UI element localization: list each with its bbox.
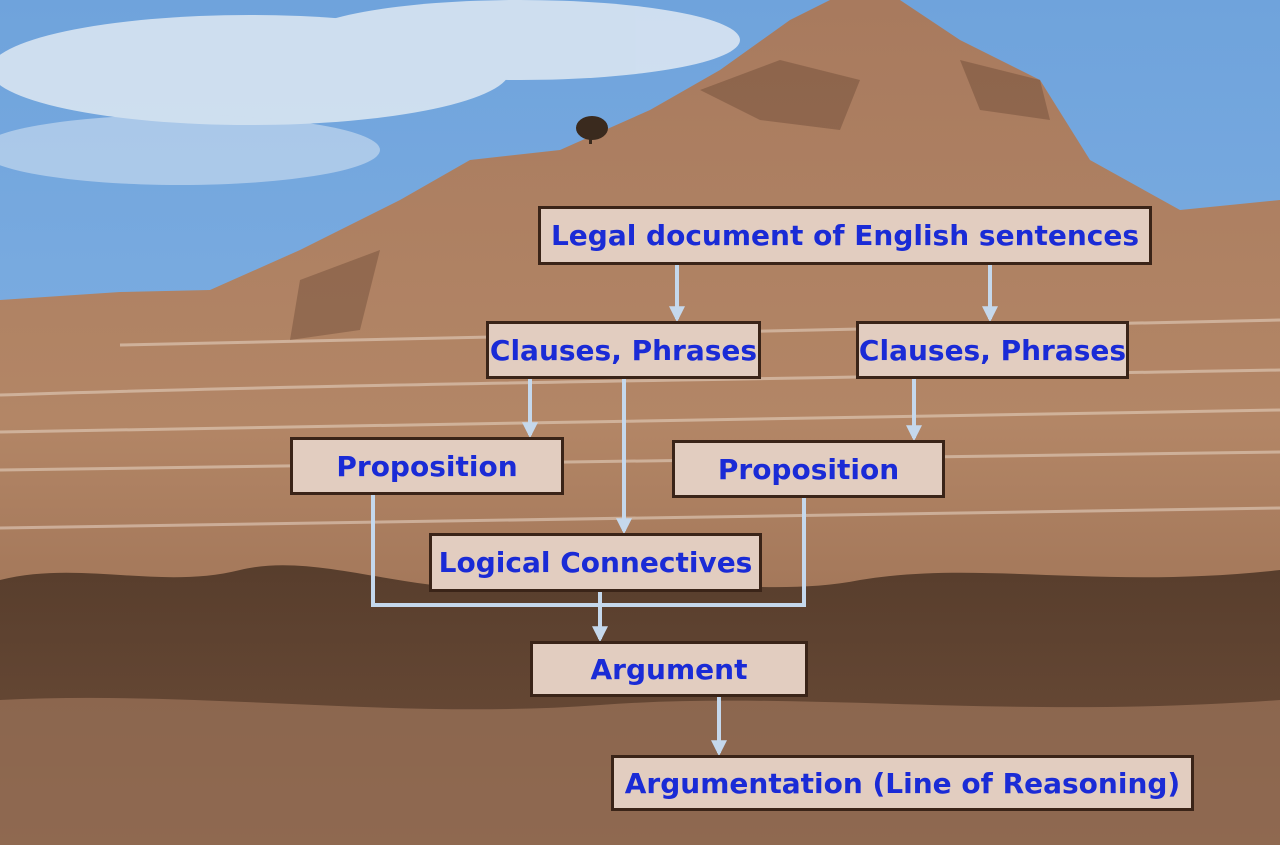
edge-proposition-left-to-join: [371, 495, 806, 607]
node-logical-connectives: Logical Connectives: [429, 533, 762, 592]
rock-shadows: [290, 60, 1050, 340]
node-proposition-left: Proposition: [290, 437, 564, 495]
node-proposition-right: Proposition: [672, 440, 945, 498]
node-clauses-phrases-right: Clauses, Phrases: [856, 321, 1129, 379]
node-argument: Argument: [530, 641, 808, 697]
node-legal-document: Legal document of English sentences: [538, 206, 1152, 265]
connectors: [371, 265, 998, 757]
node-argumentation: Argumentation (Line of Reasoning): [611, 755, 1194, 811]
clouds: [0, 0, 740, 185]
node-clauses-phrases-left: Clauses, Phrases: [486, 321, 761, 379]
tree: [576, 116, 608, 144]
